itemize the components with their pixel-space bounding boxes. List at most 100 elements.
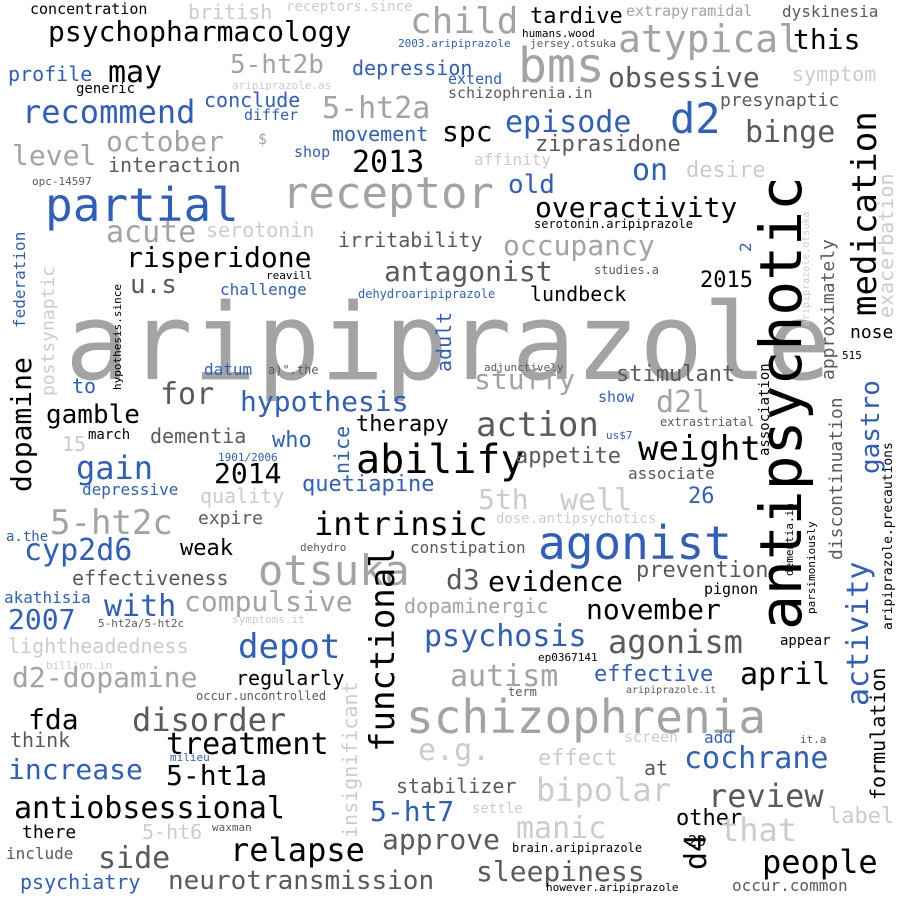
word-manic: manic bbox=[516, 811, 607, 846]
word-pignon: pignon bbox=[704, 580, 759, 598]
word-recommend: recommend bbox=[22, 93, 196, 131]
word-for: for bbox=[160, 377, 215, 412]
word-concentration: concentration bbox=[30, 0, 148, 18]
word-e-g: e.g. bbox=[418, 733, 491, 768]
word-us7: us$7 bbox=[606, 429, 633, 442]
word-stabilizer: stabilizer bbox=[396, 774, 517, 798]
word-constipation: constipation bbox=[410, 538, 526, 557]
word-generic: generic bbox=[76, 81, 136, 97]
word-federation: federation bbox=[10, 231, 29, 328]
word-symptoms-it: symptoms.it bbox=[232, 613, 305, 626]
word-brain-aripiprazole: brain.aripiprazole bbox=[512, 841, 643, 855]
word-review: review bbox=[708, 777, 824, 815]
word-who: who bbox=[272, 428, 312, 453]
word-show: show bbox=[598, 388, 635, 406]
word-5-ht2b: 5-ht2b bbox=[230, 50, 324, 80]
word-fda: fda bbox=[28, 703, 79, 736]
word-british: british bbox=[188, 0, 273, 24]
word-dementia-in: dementia.in bbox=[783, 503, 796, 576]
word-movement: movement bbox=[332, 122, 429, 146]
word-psychopharmacology: psychopharmacology bbox=[48, 15, 352, 48]
word-regularly: regularly bbox=[236, 666, 345, 690]
word-nice: nice bbox=[330, 425, 354, 474]
word-dopamine: dopamine bbox=[5, 357, 38, 492]
word-presynaptic: presynaptic bbox=[720, 90, 840, 111]
word-weight: weight bbox=[638, 429, 761, 469]
word-aripiprazole-it: aripiprazole.it bbox=[626, 685, 717, 696]
word-interaction: interaction bbox=[108, 153, 241, 177]
word-receptor: receptor bbox=[282, 168, 494, 219]
word-dollar: $ bbox=[258, 130, 268, 148]
word-irritability: irritability bbox=[338, 228, 483, 252]
word-conclude: conclude bbox=[204, 88, 301, 112]
word-humans-wood: humans.wood bbox=[522, 27, 595, 40]
word-exacerbation: exacerbation bbox=[874, 173, 898, 319]
word-gamble: gamble bbox=[46, 400, 140, 430]
word-disorder: disorder bbox=[132, 701, 287, 739]
word-challenge: challenge bbox=[220, 280, 307, 299]
word-cochrane: cochrane bbox=[684, 741, 829, 776]
word-dementia: dementia bbox=[150, 424, 247, 448]
word-quetiapine: quetiapine bbox=[302, 472, 435, 497]
word-d2: d2 bbox=[670, 94, 721, 143]
word-ziprasidone: ziprasidone bbox=[535, 132, 681, 157]
word-november: november bbox=[586, 593, 721, 626]
word-a-the: a)".the bbox=[268, 363, 319, 377]
word-side: side bbox=[98, 841, 171, 876]
word-20: 20 bbox=[688, 832, 707, 850]
word-to: to bbox=[72, 374, 97, 398]
word-us: u.s bbox=[130, 270, 177, 300]
word-it-a: it.a bbox=[800, 733, 827, 746]
word-datum: datum bbox=[204, 360, 253, 379]
word-atypical: atypical bbox=[618, 17, 802, 61]
word-weak: weak bbox=[180, 536, 233, 561]
word-child: child bbox=[410, 1, 519, 42]
word-screen: screen bbox=[624, 728, 679, 746]
word-acute: acute bbox=[106, 215, 197, 250]
word-appetite: appetite bbox=[515, 444, 621, 469]
word-occur-uncontrolled: occur.uncontrolled bbox=[196, 689, 327, 703]
word-studies-a: studies.a bbox=[594, 263, 660, 277]
word-october: october bbox=[106, 125, 225, 158]
word-obsessive: obsessive bbox=[608, 61, 760, 94]
word-desire: desire bbox=[686, 158, 766, 183]
word-5-ht7: 5-ht7 bbox=[370, 795, 455, 828]
word-tardive: tardive bbox=[530, 4, 623, 29]
word-therapy: therapy bbox=[356, 412, 449, 437]
word-otsuka: otsuka bbox=[258, 546, 410, 595]
word-binge: binge bbox=[745, 115, 836, 150]
word-depressive: depressive bbox=[82, 480, 179, 499]
word-lightheadedness: lightheadedness bbox=[8, 634, 189, 658]
word-stuffy: stuffy bbox=[474, 363, 576, 396]
word-partial: partial bbox=[45, 178, 239, 232]
word-action: action bbox=[476, 405, 599, 445]
word-effect: effect bbox=[538, 746, 618, 771]
word-aripiprazole-otsuka: aripiprazole.otsuka bbox=[801, 211, 812, 326]
word-cyp2d6: cyp2d6 bbox=[24, 533, 133, 568]
word-stimulant: stimulant bbox=[616, 362, 736, 387]
word-bipolar: bipolar bbox=[536, 771, 671, 809]
word-postsynaptic: postsynaptic bbox=[38, 265, 59, 396]
word-occupancy: occupancy bbox=[503, 229, 655, 262]
word-however-aripiprazole: however.aripiprazole bbox=[546, 881, 679, 894]
word-quality: quality bbox=[200, 484, 285, 508]
word-2003-aripiprazole: 2003.aripiprazole bbox=[398, 37, 511, 50]
word-occur-common: occur.common bbox=[732, 876, 848, 895]
word-gain: gain bbox=[76, 449, 154, 487]
word-on: on bbox=[632, 153, 669, 188]
word-add: add bbox=[704, 728, 733, 747]
word-psychosis: psychosis bbox=[424, 619, 587, 654]
word-dehydroaripiprazole: dehydroaripiprazole bbox=[358, 287, 496, 301]
word-dyskinesia: dyskinesia bbox=[782, 2, 879, 21]
word-ep0367141: ep0367141 bbox=[538, 651, 598, 664]
word-prevention: prevention bbox=[636, 558, 769, 583]
word-dopaminergic: dopaminergic bbox=[404, 594, 549, 618]
word-may: may bbox=[108, 55, 163, 90]
word-2015: 2015 bbox=[700, 268, 753, 293]
word-d2-dopamine: d2-dopamine bbox=[12, 661, 198, 694]
word-episode: episode bbox=[505, 105, 632, 140]
word-label: label bbox=[828, 804, 895, 829]
word-5-ht6: 5-ht6 bbox=[142, 820, 203, 844]
word-other: other bbox=[676, 806, 743, 831]
word-15: 15 bbox=[62, 432, 87, 456]
